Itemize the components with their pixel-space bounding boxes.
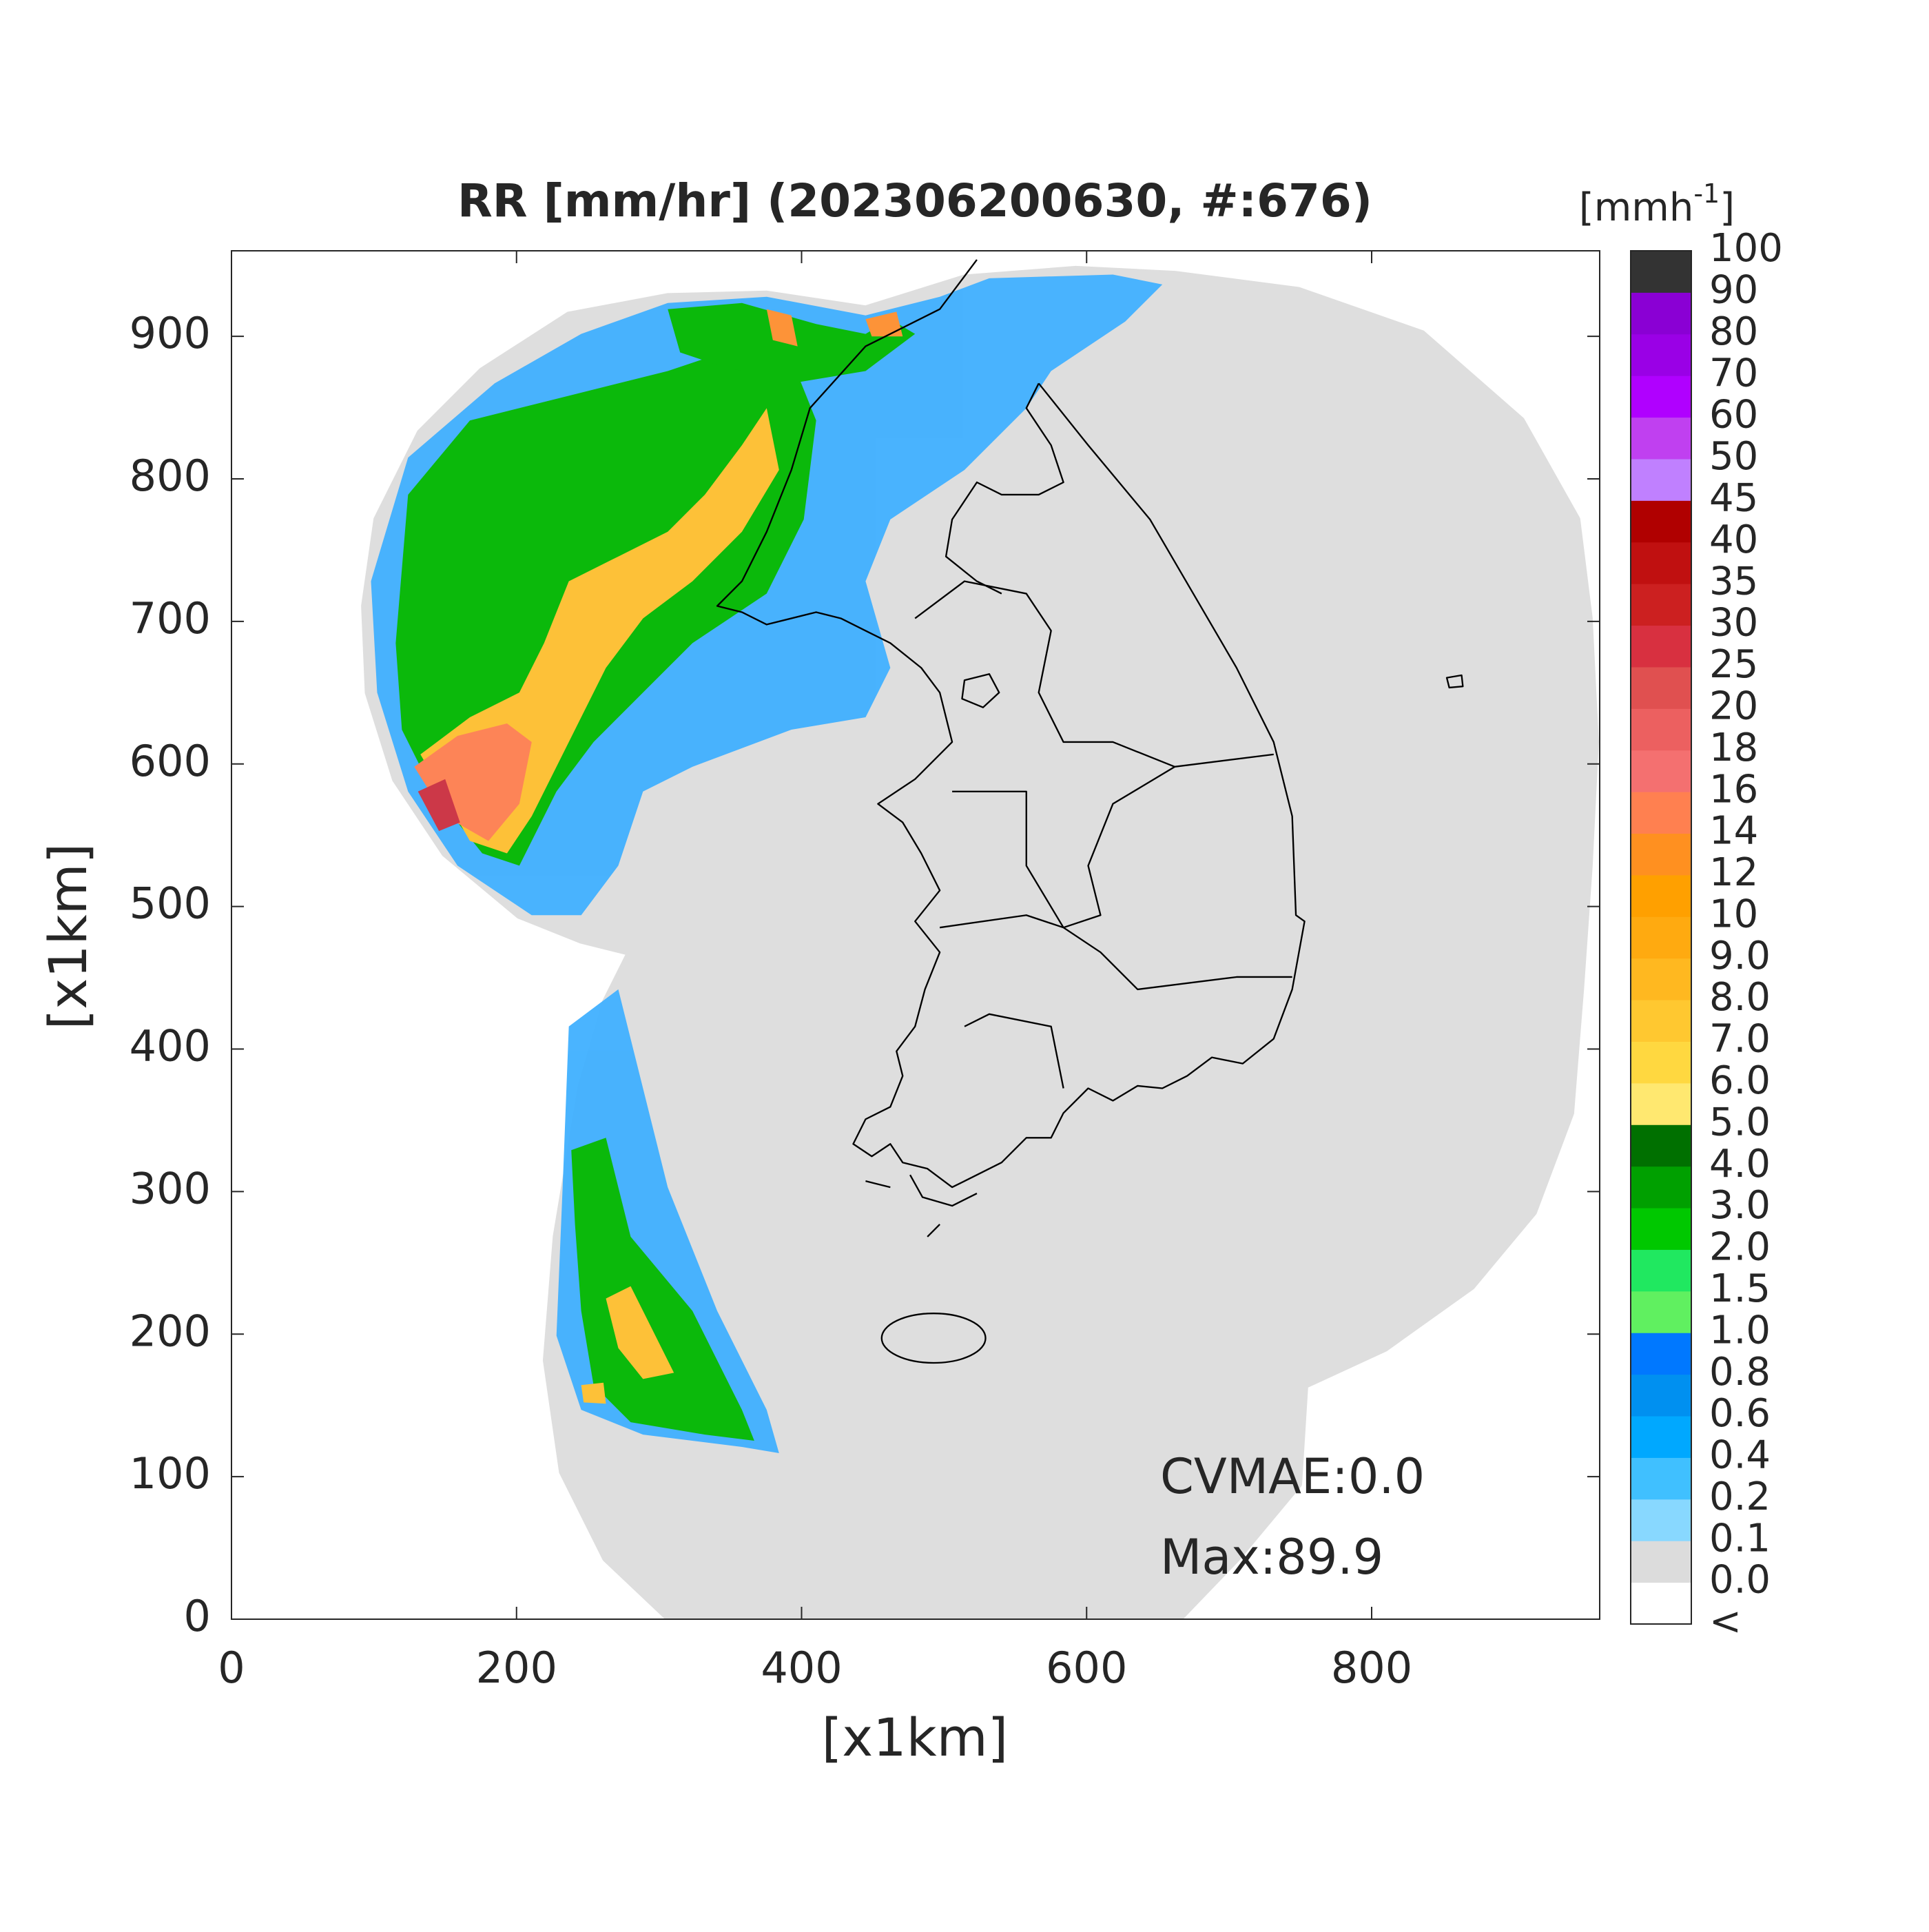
colorbar-bin (1631, 1124, 1691, 1167)
colorbar-bin (1631, 708, 1691, 751)
x-tick-label: 800 (1331, 1643, 1412, 1693)
colorbar-label: 70 (1709, 351, 1758, 395)
colorbar-label: 80 (1709, 309, 1758, 354)
colorbar-bin (1631, 1541, 1691, 1583)
colorbar-bin (1631, 458, 1691, 501)
y-axis-label: [x1km] (37, 843, 99, 1030)
colorbar-label: 18 (1709, 726, 1758, 770)
colorbar-label: 9.0 (1709, 934, 1771, 978)
colorbar-label: 0.1 (1709, 1516, 1771, 1561)
colorbar-label: 1.0 (1709, 1308, 1771, 1353)
colorbar-label: 8.0 (1709, 975, 1771, 1020)
colorbar-label: 2.0 (1709, 1225, 1771, 1270)
annotation: CVMAE:0.0 (1160, 1448, 1425, 1505)
colorbar-bin (1631, 1499, 1691, 1541)
colorbar-label: 7.0 (1709, 1017, 1771, 1062)
colorbar-bin (1631, 874, 1691, 917)
colorbar-label: 30 (1709, 601, 1758, 646)
colorbar-label: 50 (1709, 434, 1758, 479)
x-tick-label: 0 (218, 1643, 245, 1693)
annotation: Max:89.9 (1160, 1529, 1383, 1585)
y-tick-label: 400 (130, 1021, 211, 1071)
colorbar-bin (1631, 1582, 1691, 1625)
y-tick-label: 200 (130, 1306, 211, 1356)
colorbar-bin (1631, 333, 1691, 376)
y-tick-label: 300 (130, 1163, 211, 1213)
y-tick-label: 500 (130, 878, 211, 929)
colorbar-bin (1631, 625, 1691, 668)
colorbar-bin (1631, 1208, 1691, 1250)
map-layer (361, 259, 1599, 1619)
colorbar-label: 12 (1709, 850, 1758, 895)
x-tick-label: 200 (476, 1643, 557, 1693)
colorbar-label: 100 (1709, 226, 1783, 271)
precipitation (371, 274, 1163, 1454)
colorbar-label: 0.0 (1709, 1558, 1771, 1603)
colorbar-label: 3.0 (1709, 1183, 1771, 1228)
colorbar-unit-end: ] (1720, 185, 1735, 230)
colorbar-label: 25 (1709, 642, 1758, 687)
colorbar-label: 0.4 (1709, 1433, 1771, 1478)
radar-field (361, 259, 1599, 1619)
colorbar-label: 40 (1709, 517, 1758, 562)
colorbar-label: 0.6 (1709, 1391, 1771, 1436)
colorbar-unit: [mmh-1] (1579, 178, 1735, 231)
colorbar-bin (1631, 376, 1691, 418)
colorbar-bin (1631, 792, 1691, 834)
colorbar-bin (1631, 750, 1691, 792)
colorbar-bin (1631, 958, 1691, 1000)
colorbar-bin (1631, 1166, 1691, 1209)
colorbar-bin (1631, 1249, 1691, 1292)
plot-frame (231, 250, 1600, 1620)
colorbar-label: 20 (1709, 684, 1758, 728)
colorbar-unit-text: [mmh (1579, 185, 1693, 230)
colorbar-bin (1631, 1416, 1691, 1458)
colorbar-label: 4.0 (1709, 1142, 1771, 1186)
colorbar-bin (1631, 916, 1691, 959)
x-axis-label: [x1km] (822, 1707, 1009, 1768)
colorbar-label: 14 (1709, 809, 1758, 854)
colorbar-label: 90 (1709, 268, 1758, 313)
y-tick-label: 700 (130, 593, 211, 644)
colorbar-bin (1631, 1374, 1691, 1417)
chart-title: RR [mm/hr] (202306200630, #:676) (457, 174, 1372, 227)
y-tick-label: 0 (184, 1591, 211, 1641)
colorbar-bin (1631, 1457, 1691, 1500)
y-tick-label: 900 (130, 308, 211, 358)
colorbar-bin (1631, 833, 1691, 876)
colorbar-label: < (1709, 1599, 1742, 1644)
colorbar-frame (1630, 250, 1692, 1625)
x-tick-label: 400 (761, 1643, 842, 1693)
colorbar-bin (1631, 542, 1691, 584)
colorbar-label: 45 (1709, 476, 1758, 521)
colorbar-bin (1631, 1041, 1691, 1084)
colorbar-label: 1.5 (1709, 1266, 1771, 1311)
coastline (716, 259, 1464, 1364)
colorbar-bin (1631, 500, 1691, 543)
x-tick-label: 600 (1046, 1643, 1127, 1693)
y-tick-label: 100 (130, 1448, 211, 1499)
colorbar-label: 10 (1709, 892, 1758, 936)
colorbar-label: 60 (1709, 393, 1758, 438)
colorbar-label: 0.8 (1709, 1350, 1771, 1395)
colorbar-bin (1631, 1000, 1691, 1042)
colorbar-bin (1631, 1082, 1691, 1125)
colorbar-bin (1631, 417, 1691, 460)
y-tick-label: 800 (130, 451, 211, 501)
y-tick-label: 600 (130, 736, 211, 786)
colorbar-unit-sup: -1 (1693, 178, 1720, 209)
colorbar-bin (1631, 584, 1691, 626)
colorbar-bin (1631, 251, 1691, 293)
colorbar-label: 6.0 (1709, 1058, 1771, 1103)
colorbar-bin (1631, 292, 1691, 335)
colorbar-label: 16 (1709, 767, 1758, 812)
colorbar-bin (1631, 1291, 1691, 1333)
colorbar-bin (1631, 666, 1691, 709)
colorbar-bin (1631, 1333, 1691, 1375)
colorbar-label: 0.2 (1709, 1474, 1771, 1519)
colorbar-label: 5.0 (1709, 1100, 1771, 1144)
colorbar-label: 35 (1709, 559, 1758, 604)
